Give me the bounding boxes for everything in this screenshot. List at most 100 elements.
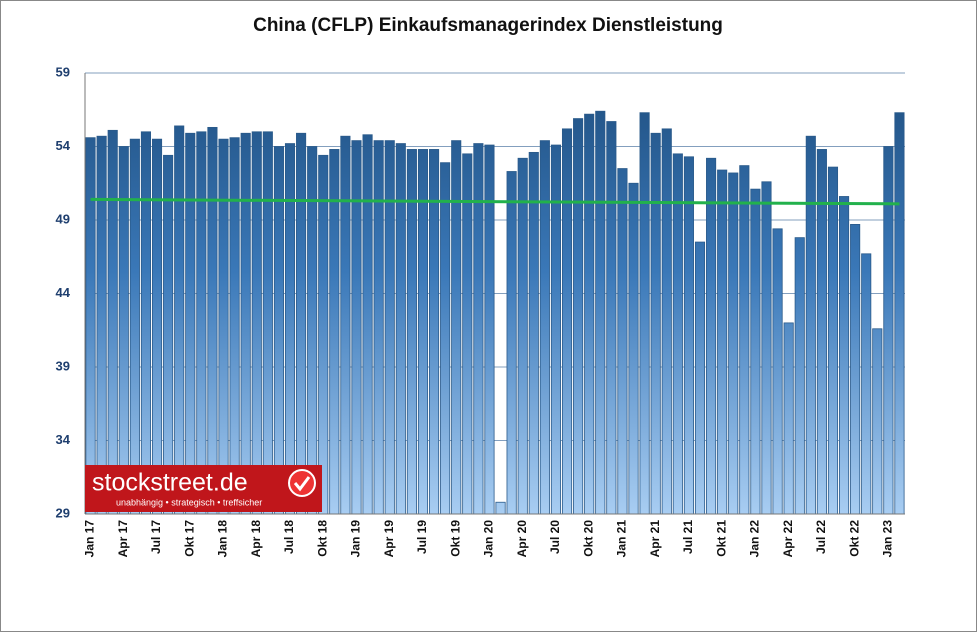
bar	[561, 128, 573, 515]
bar	[406, 149, 417, 515]
bar	[118, 146, 129, 515]
bar	[185, 132, 196, 515]
bar	[262, 131, 273, 515]
x-tick-label: Apr 21	[648, 520, 662, 558]
bar	[717, 169, 728, 515]
x-tick-label: Jan 21	[615, 520, 629, 558]
bar	[517, 157, 528, 515]
trend-line	[90, 197, 900, 206]
x-tick-label: Jul 22	[814, 520, 828, 554]
x-tick-label: Jul 19	[415, 520, 429, 554]
bar	[883, 146, 894, 515]
y-tick-label: 54	[56, 138, 71, 153]
bar	[251, 131, 262, 515]
bar	[96, 135, 107, 515]
x-tick-label: Okt 18	[315, 520, 329, 557]
bar	[196, 131, 207, 515]
bar	[129, 138, 140, 515]
bar	[639, 112, 650, 515]
bar	[174, 125, 185, 515]
watermark: stockstreet.de unabhängig • strategisch …	[85, 465, 322, 512]
bar	[728, 172, 739, 515]
bar	[440, 162, 451, 515]
bar	[296, 132, 307, 515]
bar	[628, 182, 639, 515]
bar	[850, 224, 861, 515]
bar	[240, 132, 251, 515]
x-tick-label: Jul 21	[681, 520, 695, 554]
bar	[872, 328, 883, 515]
chart-title: China (CFLP) Einkaufsmanagerindex Dienst…	[253, 15, 723, 36]
x-tick-label: Jan 19	[349, 520, 363, 558]
x-tick-label: Jan 22	[748, 520, 762, 558]
x-tick-label: Apr 20	[515, 520, 529, 558]
bar	[329, 149, 340, 515]
x-tick-label: Okt 17	[182, 520, 196, 557]
bar	[218, 138, 229, 515]
bar	[794, 237, 805, 515]
bar	[783, 322, 794, 515]
x-tick-label: Jul 20	[548, 520, 562, 554]
y-tick-label: 44	[56, 285, 71, 300]
x-tick-label: Okt 22	[847, 520, 861, 557]
bar	[395, 143, 406, 515]
bar	[683, 156, 694, 515]
x-tick-label: Okt 21	[714, 520, 728, 557]
x-tick-label: Okt 20	[581, 520, 595, 557]
bar	[595, 110, 606, 515]
y-tick-label: 49	[56, 211, 70, 226]
bar	[761, 181, 772, 515]
bar	[550, 144, 561, 515]
bar	[428, 149, 440, 515]
watermark-icon	[288, 469, 316, 497]
x-tick-label: Okt 19	[448, 520, 462, 557]
bar	[805, 135, 816, 515]
bar	[417, 149, 429, 515]
bar	[384, 140, 395, 515]
bar	[584, 113, 595, 515]
bar	[207, 126, 218, 515]
bar	[85, 137, 96, 515]
bar	[462, 153, 473, 515]
bar	[351, 140, 362, 515]
bar	[606, 121, 617, 515]
bar	[739, 165, 750, 515]
bar	[229, 137, 240, 515]
bar	[163, 154, 174, 515]
x-tick-label: Jan 23	[881, 520, 895, 558]
x-tick-label: Jul 17	[149, 520, 163, 554]
bar	[340, 135, 351, 515]
x-tick-label: Jan 17	[83, 520, 97, 558]
bar	[362, 134, 373, 515]
bar	[495, 501, 506, 515]
watermark-box	[85, 465, 322, 512]
x-tick-label: Jan 18	[216, 520, 230, 558]
bar	[706, 157, 717, 515]
bar	[750, 188, 761, 515]
y-tick-label: 29	[56, 505, 70, 520]
x-tick-label: Jul 18	[282, 520, 296, 554]
bar	[473, 143, 484, 515]
bar	[107, 129, 118, 515]
bar	[617, 168, 628, 515]
bar	[528, 151, 539, 515]
bar	[318, 154, 329, 515]
bar	[140, 131, 151, 515]
x-tick-label: Apr 22	[781, 520, 795, 558]
bar	[506, 171, 517, 515]
bar	[650, 132, 661, 515]
x-tick-label: Apr 18	[249, 520, 263, 558]
bar	[451, 140, 462, 515]
bar	[861, 253, 872, 515]
y-tick-label: 59	[56, 64, 70, 79]
bar	[672, 153, 683, 515]
bar	[539, 140, 550, 515]
watermark-text: stockstreet.de	[92, 469, 248, 497]
bar	[694, 241, 706, 515]
bar	[894, 112, 905, 515]
bar	[839, 196, 850, 515]
bar	[772, 228, 783, 515]
bar	[827, 166, 839, 515]
y-tick-label: 34	[56, 432, 71, 447]
